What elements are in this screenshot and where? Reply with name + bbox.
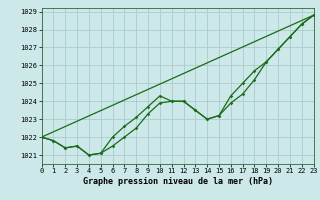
X-axis label: Graphe pression niveau de la mer (hPa): Graphe pression niveau de la mer (hPa)	[83, 177, 273, 186]
